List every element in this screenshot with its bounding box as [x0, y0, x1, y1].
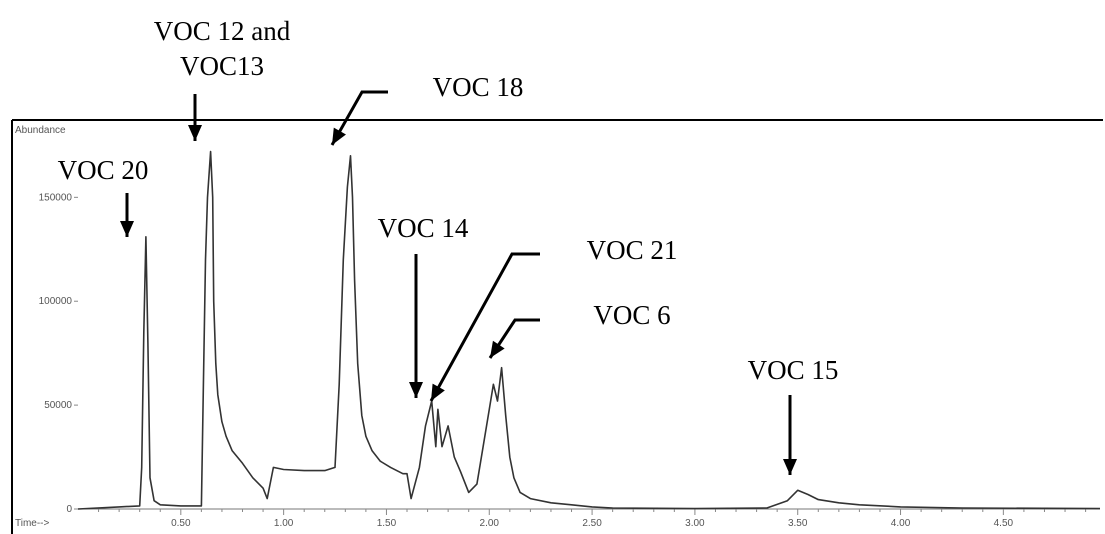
x-tick-label: 1.50: [377, 518, 397, 529]
peak-annotation: VOC 14: [378, 213, 469, 243]
annotation-arrow-shaft: [429, 252, 540, 402]
annotation-arrow-head: [490, 340, 505, 358]
x-tick-label: 2.50: [582, 518, 602, 529]
chromatogram-trace: [77, 150, 1101, 510]
annotation-arrow-head: [332, 127, 346, 145]
x-tick-label: 4.50: [994, 518, 1014, 529]
x-tick-label: 2.00: [480, 518, 500, 529]
peak-annotation: VOC 21: [587, 235, 678, 265]
x-axis-label: Time-->: [15, 518, 50, 529]
y-tick-label: 0: [66, 504, 72, 515]
y-tick-label: 100000: [39, 296, 73, 307]
annotation-arrow-head: [783, 459, 797, 475]
annotation-arrow-shaft: [330, 90, 388, 146]
x-tick-label: 4.00: [891, 518, 911, 529]
peak-annotation: VOC 15: [748, 355, 839, 385]
peak-annotation: VOC 20: [58, 155, 149, 185]
x-tick-label: 0.50: [171, 518, 191, 529]
peak-annotation: VOC 12 and VOC13: [154, 16, 291, 81]
y-tick-label: 150000: [39, 192, 73, 203]
y-axis-label: Abundance: [15, 125, 66, 136]
x-tick-label: 3.50: [788, 518, 808, 529]
annotation-arrow-head: [409, 382, 423, 398]
peak-annotation: VOC 6: [593, 300, 670, 330]
annotation-arrow-head: [431, 383, 445, 401]
peak-annotation: VOC 18: [433, 72, 524, 102]
x-tick-label: 3.00: [685, 518, 705, 529]
annotation-arrow-head: [120, 221, 134, 237]
annotation-arrow-head: [188, 125, 202, 141]
y-tick-label: 50000: [44, 400, 72, 411]
x-tick-label: 1.00: [274, 518, 294, 529]
